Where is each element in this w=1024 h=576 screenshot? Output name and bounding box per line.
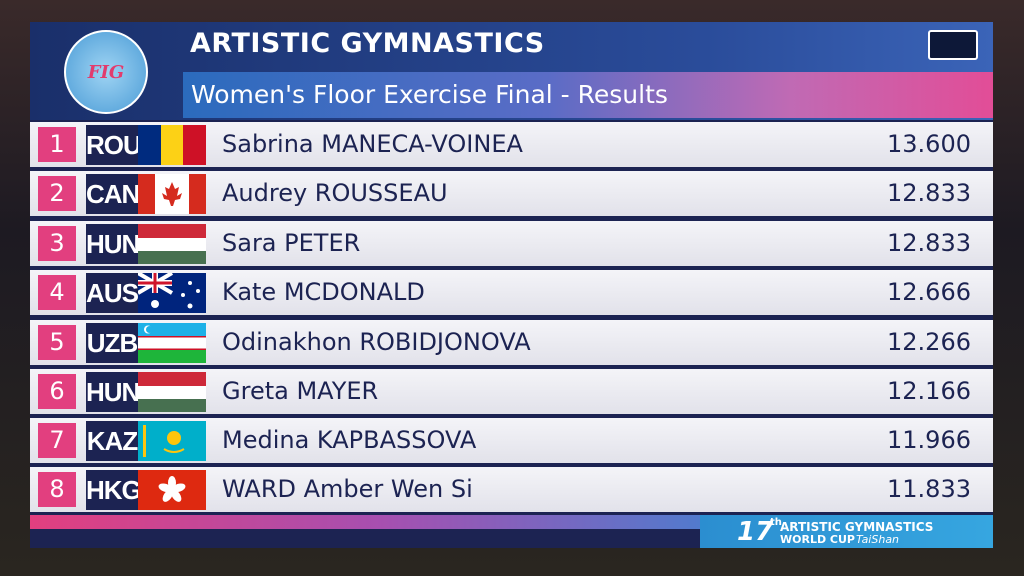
title: ARTISTIC GYMNASTICS	[190, 28, 545, 59]
athlete-name: Sabrina MANECA-VOINEA	[222, 130, 523, 158]
edition: 17	[737, 517, 774, 547]
flag	[138, 323, 206, 363]
subtitle: Women's Floor Exercise Final - Results	[183, 72, 993, 118]
city: TaiShan	[856, 533, 900, 546]
rank: 2	[38, 176, 76, 211]
country: CAN	[86, 174, 140, 214]
score: 12.166	[887, 377, 971, 405]
flag	[138, 470, 206, 510]
athlete-name: Audrey ROUSSEAU	[222, 179, 448, 207]
athlete-name: Odinakhon ROBIDJONOVA	[222, 328, 531, 356]
country: HKG	[86, 470, 142, 510]
country: AUS	[86, 273, 139, 313]
result-row: 6 HUN Greta MAYER 12.166	[30, 369, 993, 414]
result-row: 5 UZB Odinakhon ROBIDJONOVA 12.266	[30, 320, 993, 365]
score: 11.833	[887, 475, 971, 503]
cup-name: WORLD CUP	[780, 533, 855, 546]
result-row: 3 HUN Sara PETER 12.833	[30, 221, 993, 266]
score: 12.266	[887, 328, 971, 356]
rank: 7	[38, 423, 76, 458]
score: 12.666	[887, 278, 971, 306]
score: 12.833	[887, 229, 971, 257]
rank: 6	[38, 374, 76, 409]
score: 13.600	[887, 130, 971, 158]
flag	[138, 372, 206, 412]
accent-bar	[30, 515, 730, 529]
country: ROU	[86, 125, 142, 165]
rank: 4	[38, 275, 76, 310]
event-name: ARTISTIC GYMNASTICS	[780, 520, 934, 534]
score: 11.966	[887, 426, 971, 454]
athlete-name: Greta MAYER	[222, 377, 379, 405]
flag	[138, 421, 206, 461]
result-row: 2 CAN Audrey ROUSSEAU 12.833	[30, 171, 993, 216]
country: UZB	[86, 323, 138, 363]
athlete-name: Kate MCDONALD	[222, 278, 425, 306]
country: HUN	[86, 372, 140, 412]
flag	[138, 224, 206, 264]
score: 12.833	[887, 179, 971, 207]
ordinal: th	[770, 517, 782, 528]
result-row: 1 ROU Sabrina MANECA-VOINEA 13.600	[30, 122, 993, 167]
athlete-name: Sara PETER	[222, 229, 361, 257]
flag	[138, 125, 206, 165]
result-row: 4 AUS Kate MCDONALD 12.666	[30, 270, 993, 315]
apparatus-icon	[928, 30, 978, 60]
flag	[138, 273, 206, 313]
flag	[138, 174, 206, 214]
rank: 1	[38, 127, 76, 162]
rank: 3	[38, 226, 76, 261]
rank: 5	[38, 325, 76, 360]
result-row: 7 KAZ Medina KAPBASSOVA 11.966	[30, 418, 993, 463]
country: HUN	[86, 224, 140, 264]
athlete-name: Medina KAPBASSOVA	[222, 426, 477, 454]
rank: 8	[38, 472, 76, 507]
athlete-name: WARD Amber Wen Si	[222, 475, 473, 503]
logo: FIG	[64, 30, 148, 114]
result-row: 8 HKG WARD Amber Wen Si 11.833	[30, 467, 993, 512]
event-badge: 17 th ARTISTIC GYMNASTICS WORLD CUP TaiS…	[700, 515, 993, 548]
country: KAZ	[86, 421, 138, 461]
